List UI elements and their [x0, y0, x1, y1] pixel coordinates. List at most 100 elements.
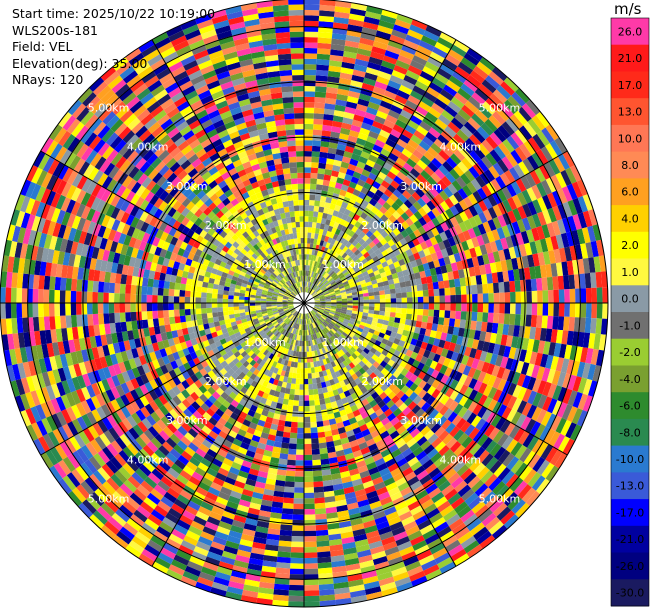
velocity-gate	[234, 480, 246, 489]
velocity-gate	[377, 318, 384, 325]
velocity-gate	[306, 259, 309, 266]
velocity-gate	[222, 307, 229, 312]
velocity-gate	[133, 488, 147, 502]
velocity-gate	[422, 309, 429, 317]
velocity-gate	[276, 425, 285, 432]
velocity-gate	[339, 72, 353, 80]
velocity-gate	[339, 287, 346, 292]
velocity-gate	[545, 328, 553, 343]
velocity-gate	[332, 22, 349, 30]
velocity-gate	[304, 351, 307, 358]
velocity-gate	[462, 230, 472, 241]
velocity-gate	[422, 66, 437, 78]
velocity-gate	[305, 335, 308, 341]
velocity-gate	[543, 161, 556, 178]
velocity-gate	[304, 47, 318, 54]
velocity-gate	[509, 280, 516, 293]
velocity-gate	[68, 364, 77, 379]
velocity-gate	[420, 277, 428, 285]
velocity-gate	[157, 303, 164, 311]
velocity-gate	[304, 568, 319, 575]
velocity-gate	[376, 226, 385, 234]
velocity-gate	[457, 87, 472, 101]
velocity-gate	[487, 386, 498, 400]
velocity-gate	[492, 430, 505, 444]
velocity-gate	[346, 343, 353, 350]
velocity-gate	[506, 183, 517, 197]
velocity-gate	[325, 305, 331, 308]
velocity-gate	[462, 365, 472, 376]
velocity-gate	[342, 239, 349, 246]
velocity-gate	[222, 332, 230, 339]
velocity-gate	[67, 490, 83, 507]
velocity-gate	[467, 400, 478, 413]
velocity-gate	[273, 311, 279, 315]
velocity-gate	[102, 344, 110, 357]
velocity-gate	[364, 11, 382, 20]
velocity-gate	[480, 274, 488, 285]
velocity-gate	[439, 561, 456, 574]
velocity-gate	[411, 404, 421, 415]
velocity-gate	[88, 456, 102, 471]
velocity-gate	[487, 219, 497, 231]
velocity-gate	[389, 166, 400, 176]
velocity-gate	[171, 528, 186, 540]
velocity-gate	[357, 48, 372, 57]
velocity-gate	[424, 329, 432, 337]
velocity-gate	[329, 395, 336, 403]
velocity-gate	[310, 178, 318, 185]
velocity-gate	[330, 361, 336, 368]
velocity-gate	[242, 419, 251, 427]
velocity-gate	[259, 320, 266, 326]
velocity-gate	[130, 293, 136, 303]
velocity-gate	[103, 313, 110, 324]
velocity-gate	[304, 4, 320, 11]
velocity-gate	[361, 241, 369, 249]
velocity-gate	[90, 395, 101, 409]
velocity-gate	[545, 263, 553, 278]
velocity-gate	[147, 426, 159, 438]
velocity-gate	[273, 583, 290, 591]
velocity-gate	[543, 428, 556, 445]
velocity-gate	[344, 285, 351, 290]
velocity-gate	[199, 393, 208, 403]
velocity-gate	[471, 113, 485, 127]
velocity-gate	[194, 388, 204, 398]
velocity-gate	[379, 496, 393, 506]
velocity-gate	[420, 356, 428, 365]
velocity-gate	[415, 408, 425, 419]
velocity-gate	[336, 421, 345, 429]
velocity-gate	[326, 267, 332, 274]
velocity-gate	[344, 106, 356, 115]
velocity-gate	[304, 498, 315, 504]
velocity-gate	[235, 554, 250, 564]
velocity-gate	[202, 526, 217, 537]
velocity-gate	[546, 276, 554, 291]
velocity-gate	[314, 297, 320, 300]
velocity-gate	[423, 444, 435, 455]
velocity-gate	[103, 292, 109, 303]
velocity-gate	[468, 378, 478, 390]
velocity-gate	[113, 363, 122, 375]
velocity-gate	[422, 213, 432, 224]
velocity-gate	[492, 389, 503, 402]
velocity-gate	[425, 254, 434, 263]
velocity-gate	[407, 297, 413, 303]
velocity-gate	[313, 394, 320, 401]
velocity-gate	[416, 284, 423, 292]
velocity-gate	[200, 334, 208, 342]
velocity-gate	[318, 282, 324, 288]
velocity-gate	[238, 364, 246, 372]
velocity-gate	[380, 222, 389, 231]
velocity-gate	[304, 254, 307, 260]
velocity-gate	[317, 337, 322, 344]
velocity-gate	[185, 339, 193, 348]
velocity-gate	[267, 311, 273, 315]
velocity-gate	[508, 246, 517, 259]
velocity-gate	[444, 488, 458, 501]
velocity-gate	[324, 308, 331, 312]
velocity-gate	[323, 253, 329, 260]
velocity-gate	[304, 378, 309, 385]
velocity-gate	[511, 499, 526, 515]
velocity-gate	[322, 229, 328, 236]
